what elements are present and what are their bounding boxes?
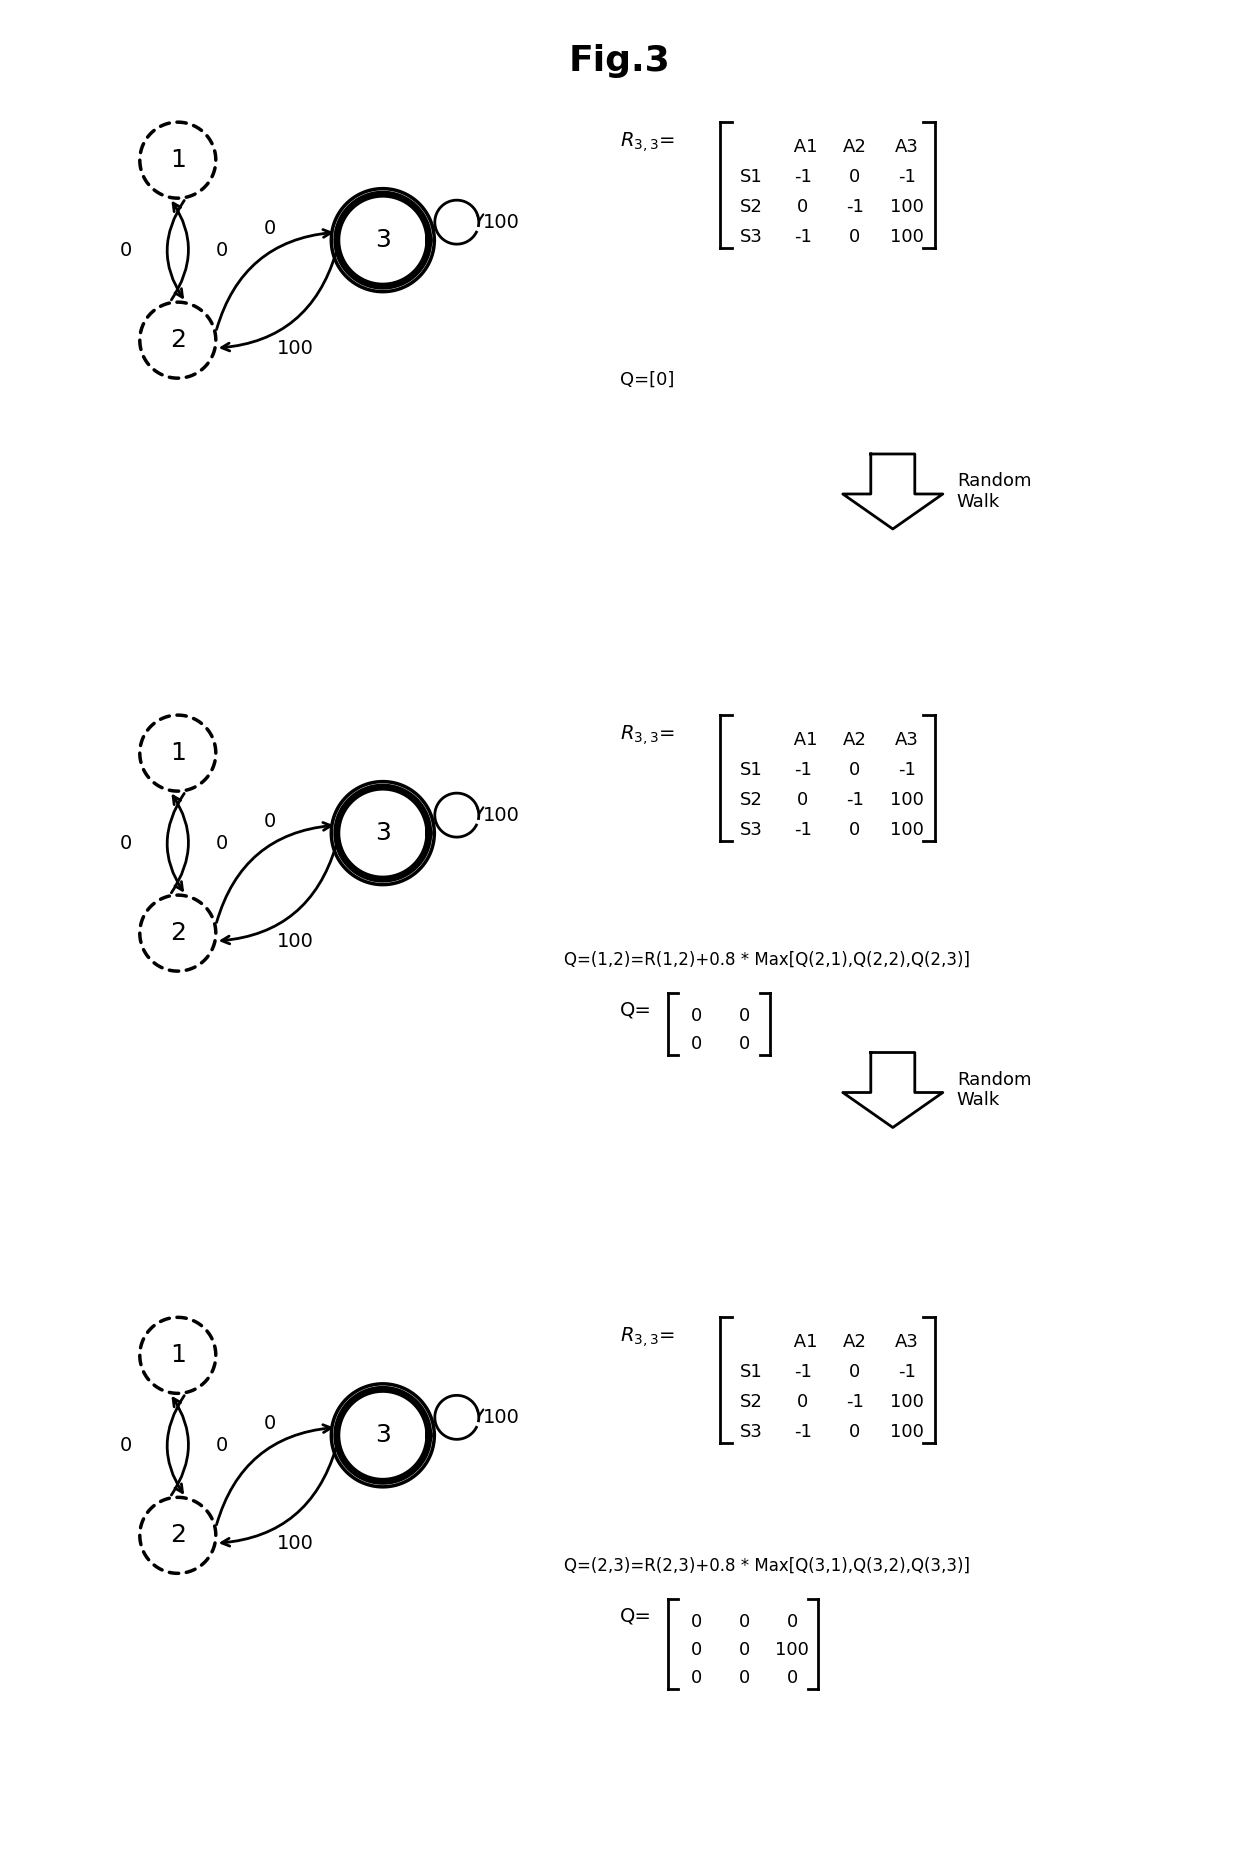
Text: 1: 1 [170, 741, 186, 765]
Text: 0: 0 [849, 228, 861, 246]
Text: A1: A1 [789, 137, 817, 156]
Text: 100: 100 [890, 1423, 924, 1442]
Text: 0: 0 [797, 198, 808, 215]
Text: 0: 0 [738, 1668, 750, 1686]
Text: S3: S3 [739, 228, 763, 246]
Text: -1: -1 [898, 1364, 916, 1380]
Text: -1: -1 [898, 762, 916, 778]
Text: 0: 0 [120, 241, 131, 259]
Text: 3: 3 [374, 1423, 391, 1447]
Text: -1: -1 [794, 228, 812, 246]
Text: 0: 0 [797, 1393, 808, 1410]
Text: 1: 1 [170, 148, 186, 172]
Text: A1: A1 [789, 730, 817, 749]
Text: A3: A3 [895, 137, 919, 156]
Text: -1: -1 [794, 169, 812, 185]
Text: Q=(2,3)=R(2,3)+0.8 * Max[Q(3,1),Q(3,2),Q(3,3)]: Q=(2,3)=R(2,3)+0.8 * Max[Q(3,1),Q(3,2),Q… [564, 1557, 970, 1575]
Text: A2: A2 [843, 1332, 867, 1351]
Text: Q=[0]: Q=[0] [620, 371, 675, 389]
Text: 2: 2 [170, 921, 186, 945]
Text: 1: 1 [170, 1343, 186, 1368]
Text: S2: S2 [739, 791, 763, 808]
Text: Q=: Q= [620, 1001, 652, 1019]
Text: -1: -1 [794, 821, 812, 839]
Text: S1: S1 [739, 169, 763, 185]
Text: 0: 0 [738, 1034, 750, 1053]
Text: S3: S3 [739, 1423, 763, 1442]
Text: 0: 0 [849, 1423, 861, 1442]
Text: 2: 2 [170, 1523, 186, 1547]
Text: -1: -1 [898, 169, 916, 185]
Text: 0: 0 [691, 1612, 702, 1631]
Text: 3: 3 [374, 821, 391, 845]
Text: S1: S1 [739, 1364, 763, 1380]
Text: Q=: Q= [620, 1607, 652, 1625]
Text: 0: 0 [216, 834, 228, 852]
Text: Random
Walk: Random Walk [957, 1071, 1032, 1110]
Text: Random
Walk: Random Walk [957, 473, 1032, 511]
Text: A3: A3 [895, 730, 919, 749]
Text: 100: 100 [890, 1393, 924, 1410]
Text: S1: S1 [739, 762, 763, 778]
Text: $R_{3,3}$=: $R_{3,3}$= [620, 1325, 675, 1349]
Polygon shape [843, 1053, 942, 1127]
Text: 0: 0 [216, 241, 228, 259]
Text: 100: 100 [482, 806, 520, 825]
Text: 100: 100 [890, 228, 924, 246]
Text: 0: 0 [786, 1612, 797, 1631]
Text: Fig.3: Fig.3 [569, 44, 671, 78]
Text: 0: 0 [691, 1006, 702, 1025]
Text: A1: A1 [789, 1332, 817, 1351]
Text: 3: 3 [374, 228, 391, 252]
Text: 0: 0 [849, 762, 861, 778]
Text: 0: 0 [264, 1414, 277, 1432]
Text: 0: 0 [120, 1436, 131, 1455]
Text: -1: -1 [794, 1423, 812, 1442]
Text: 0: 0 [738, 1640, 750, 1658]
Text: $R_{3,3}$=: $R_{3,3}$= [620, 130, 675, 154]
Text: Q=(1,2)=R(1,2)+0.8 * Max[Q(2,1),Q(2,2),Q(2,3)]: Q=(1,2)=R(1,2)+0.8 * Max[Q(2,1),Q(2,2),Q… [564, 951, 970, 969]
Text: 0: 0 [797, 791, 808, 808]
Text: 100: 100 [277, 339, 314, 358]
Text: 100: 100 [482, 1408, 520, 1427]
Text: S2: S2 [739, 1393, 763, 1410]
Text: -1: -1 [794, 1364, 812, 1380]
Text: 100: 100 [277, 932, 314, 951]
Text: A3: A3 [895, 1332, 919, 1351]
Text: 100: 100 [277, 1534, 314, 1553]
Text: 0: 0 [849, 821, 861, 839]
Text: 0: 0 [849, 169, 861, 185]
Text: -1: -1 [846, 1393, 864, 1410]
Text: S3: S3 [739, 821, 763, 839]
Text: 0: 0 [264, 219, 277, 237]
Polygon shape [843, 454, 942, 528]
Text: $R_{3,3}$=: $R_{3,3}$= [620, 723, 675, 747]
Text: 100: 100 [775, 1640, 808, 1658]
Text: 0: 0 [786, 1668, 797, 1686]
Text: 100: 100 [482, 213, 520, 232]
Text: 0: 0 [738, 1006, 750, 1025]
Text: 0: 0 [849, 1364, 861, 1380]
Text: A2: A2 [843, 137, 867, 156]
Text: 0: 0 [691, 1640, 702, 1658]
Text: -1: -1 [846, 791, 864, 808]
Text: 0: 0 [691, 1034, 702, 1053]
Text: 0: 0 [738, 1612, 750, 1631]
Text: S2: S2 [739, 198, 763, 215]
Text: 0: 0 [120, 834, 131, 852]
Text: 100: 100 [890, 821, 924, 839]
Text: 0: 0 [216, 1436, 228, 1455]
Text: 100: 100 [890, 791, 924, 808]
Text: 0: 0 [264, 812, 277, 830]
Text: -1: -1 [794, 762, 812, 778]
Text: A2: A2 [843, 730, 867, 749]
Text: 100: 100 [890, 198, 924, 215]
Text: 0: 0 [691, 1668, 702, 1686]
Text: -1: -1 [846, 198, 864, 215]
Text: 2: 2 [170, 328, 186, 352]
